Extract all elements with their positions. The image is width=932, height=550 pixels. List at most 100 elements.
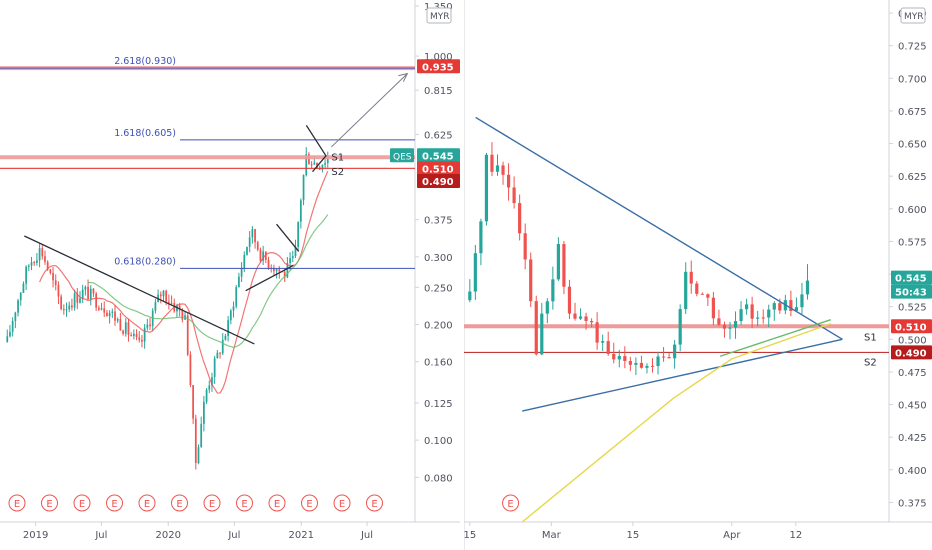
candle-body	[326, 157, 329, 163]
x-tick-label: 15	[464, 530, 476, 541]
earnings-marker-label: E	[79, 499, 85, 510]
candle-body	[76, 293, 79, 303]
candle-body	[238, 276, 240, 288]
candle-body	[221, 339, 224, 354]
candle-body	[130, 335, 133, 337]
y-tick-label: 0.100	[424, 436, 453, 447]
earnings-marker	[236, 494, 253, 512]
y-tick-label: 0.625	[898, 172, 927, 183]
candle-body	[711, 297, 715, 319]
candle-body	[667, 357, 671, 359]
candle-body	[30, 262, 33, 266]
right-chart-panel[interactable]: 0.7500.7250.7000.6750.6500.6250.6000.575…	[464, 0, 932, 550]
fib-level-label: 1.618(0.605)	[114, 128, 176, 139]
uptrend-line	[245, 264, 294, 292]
earnings-marker-label: E	[507, 499, 513, 510]
candle-body	[68, 305, 71, 310]
s2-label: S2	[864, 357, 877, 368]
candle-body	[789, 300, 793, 312]
candle-body	[116, 319, 119, 321]
candle-body	[235, 287, 238, 307]
candle-body	[135, 333, 138, 338]
x-tick-label: Jul	[227, 530, 240, 541]
candle-body	[310, 164, 313, 166]
candle-body	[695, 283, 699, 294]
candle-body	[473, 253, 477, 292]
y-tick-label: 0.160	[424, 358, 453, 369]
candle-body	[14, 312, 17, 321]
candle-body	[506, 174, 511, 188]
candle-body	[181, 310, 184, 320]
candle-body	[278, 269, 281, 272]
earnings-marker-label: E	[241, 499, 247, 510]
candle-body	[316, 162, 318, 168]
candle-body	[273, 268, 275, 272]
candle-body	[717, 318, 721, 325]
y-tick-label: 0.450	[898, 401, 927, 412]
candle-body	[739, 309, 743, 322]
left-chart-panel[interactable]: 1.3501.0000.8150.6250.3750.3000.2500.200…	[0, 0, 460, 550]
candle-body	[584, 316, 588, 321]
candle-body	[6, 336, 9, 343]
candle-body	[545, 301, 549, 314]
candle-body	[19, 292, 22, 301]
earnings-marker	[73, 494, 91, 512]
candle-body	[189, 354, 192, 386]
y-tick-label: 0.500	[898, 335, 927, 346]
y-tick-label: 0.375	[898, 498, 927, 509]
candle-body	[213, 358, 216, 378]
candle-body	[297, 221, 300, 247]
pennant-lines	[305, 125, 327, 173]
candle-body	[778, 303, 782, 311]
candle-body	[628, 361, 632, 365]
x-tick-label: Jul	[94, 530, 107, 541]
x-tick-label: 12	[789, 530, 802, 541]
candle-body	[248, 237, 251, 247]
candle-body	[612, 353, 616, 360]
earnings-marker	[268, 494, 286, 512]
currency-box	[900, 7, 926, 24]
candle-body	[227, 320, 230, 336]
candle-body	[170, 302, 173, 304]
earnings-marker-label: E	[209, 499, 215, 510]
y-tick-label: 0.400	[898, 466, 927, 477]
y-tick-label: 0.700	[898, 74, 927, 85]
candle-body	[578, 316, 583, 319]
candle-body	[216, 352, 219, 359]
candle-body	[595, 322, 599, 343]
candle-body	[176, 305, 178, 312]
x-tick-label: 2019	[23, 530, 48, 541]
price-badge	[891, 270, 932, 285]
symbol-badge	[390, 148, 414, 163]
candles	[468, 142, 810, 376]
earnings-marker-label: E	[144, 499, 150, 510]
candle-body	[17, 300, 19, 313]
candle-body	[92, 288, 95, 294]
s1-label: S1	[331, 152, 344, 163]
candle-body	[97, 307, 100, 310]
projection-arrow	[331, 73, 408, 148]
candle-body	[678, 309, 682, 345]
earnings-marker-label: E	[176, 499, 182, 510]
candle-body	[240, 267, 243, 277]
earnings-marker-label: E	[274, 499, 280, 510]
candle-body	[219, 352, 221, 354]
price-badge-label: 50:43	[895, 288, 927, 299]
candle-body	[87, 286, 89, 300]
candle-body	[149, 324, 151, 327]
candle-body	[324, 162, 326, 165]
candle-body	[205, 389, 208, 402]
candle-body	[197, 447, 200, 463]
candle-body	[264, 251, 267, 260]
candle-body	[645, 365, 649, 368]
candle-body	[60, 296, 63, 310]
candle-body	[299, 200, 302, 222]
candle-body	[73, 293, 76, 308]
candle-body	[243, 254, 246, 268]
candle-body	[108, 312, 111, 317]
candle-body	[54, 280, 57, 286]
candle-body	[302, 175, 305, 201]
fib-level-label: 2.618(0.930)	[114, 56, 176, 67]
candle-body	[33, 262, 36, 264]
candle-body	[656, 356, 660, 367]
